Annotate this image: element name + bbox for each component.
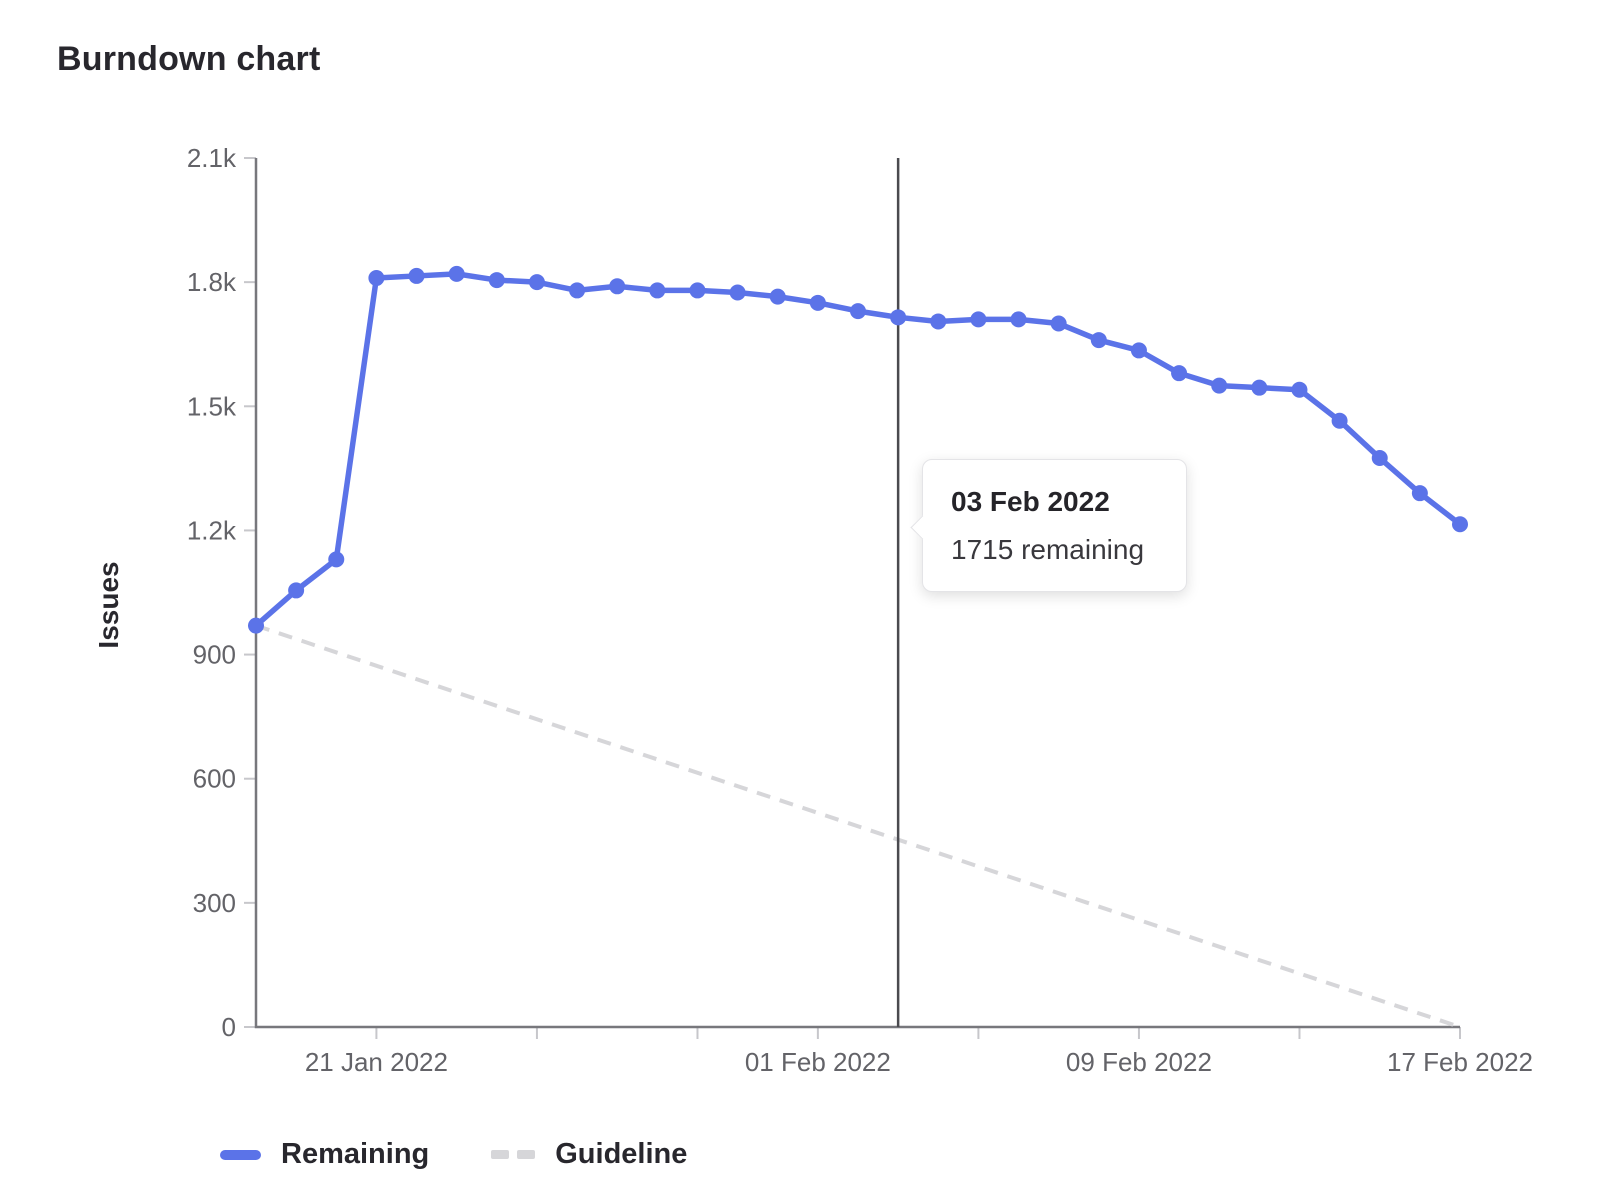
y-axis-tick-label: 1.8k xyxy=(187,267,237,297)
y-axis-tick-label: 1.2k xyxy=(187,515,237,545)
remaining-point[interactable] xyxy=(1010,311,1027,328)
remaining-point[interactable] xyxy=(408,267,425,284)
legend-item-guideline[interactable]: Guideline xyxy=(491,1138,687,1171)
remaining-point[interactable] xyxy=(569,282,586,299)
remaining-point[interactable] xyxy=(850,303,866,320)
guideline-series-swatch xyxy=(491,1150,536,1159)
remaining-point[interactable] xyxy=(1291,381,1308,398)
y-axis-tick-label: 1.5k xyxy=(187,391,237,421)
remaining-point[interactable] xyxy=(729,284,746,301)
remaining-point[interactable] xyxy=(689,282,706,299)
x-axis-tick-label: 21 Jan 2022 xyxy=(305,1047,448,1077)
legend-label-remaining: Remaining xyxy=(281,1138,430,1170)
remaining-point[interactable] xyxy=(448,265,465,282)
remaining-point[interactable] xyxy=(769,288,786,305)
y-axis-tick-label: 900 xyxy=(193,640,236,670)
remaining-point[interactable] xyxy=(1331,412,1348,429)
remaining-point[interactable] xyxy=(248,617,264,634)
remaining-line xyxy=(253,271,1463,629)
chart-tooltip: 03 Feb 2022 1715 remaining xyxy=(910,459,1187,592)
remaining-point[interactable] xyxy=(1251,379,1268,396)
y-axis-tick-label: 600 xyxy=(193,764,236,794)
remaining-point[interactable] xyxy=(1371,450,1388,467)
remaining-point[interactable] xyxy=(1452,516,1468,533)
remaining-point[interactable] xyxy=(609,278,626,295)
legend-label-guideline: Guideline xyxy=(555,1138,688,1170)
x-axis-tick-label: 17 Feb 2022 xyxy=(1387,1047,1533,1077)
remaining-point[interactable] xyxy=(368,270,385,287)
remaining-point[interactable] xyxy=(1050,315,1067,332)
remaining-point[interactable] xyxy=(1130,342,1147,359)
y-axis-title: Issues xyxy=(93,561,124,648)
legend: Remaining Guideline xyxy=(220,1138,687,1171)
axis-line xyxy=(254,158,1460,1029)
y-axis-tick-label: 2.1k xyxy=(187,143,237,173)
page-title: Burndown chart xyxy=(57,40,321,78)
remaining-point[interactable] xyxy=(809,294,826,311)
remaining-point[interactable] xyxy=(930,313,947,330)
tooltip-date: 03 Feb 2022 xyxy=(951,486,1110,517)
remaining-point[interactable] xyxy=(1211,377,1228,394)
remaining-point[interactable] xyxy=(1090,332,1107,349)
x-axis-tick-label: 09 Feb 2022 xyxy=(1066,1047,1212,1077)
remaining-point[interactable] xyxy=(970,311,987,328)
remaining-point[interactable] xyxy=(890,309,907,326)
remaining-series-swatch xyxy=(220,1149,261,1160)
legend-item-remaining[interactable]: Remaining xyxy=(220,1138,429,1171)
remaining-point[interactable] xyxy=(649,282,666,299)
y-axis-tick-label: 300 xyxy=(193,888,236,918)
guideline-line xyxy=(255,623,1461,1029)
remaining-point[interactable] xyxy=(288,582,305,599)
tooltip-remaining-text: 1715 remaining xyxy=(951,534,1145,565)
remaining-point[interactable] xyxy=(488,272,505,289)
remaining-point[interactable] xyxy=(328,551,345,568)
y-axis-tick-label: 0 xyxy=(222,1012,236,1042)
remaining-point[interactable] xyxy=(1171,365,1188,382)
remaining-point[interactable] xyxy=(528,274,545,291)
remaining-point[interactable] xyxy=(1411,485,1428,502)
x-axis-tick-label: 01 Feb 2022 xyxy=(745,1047,891,1077)
